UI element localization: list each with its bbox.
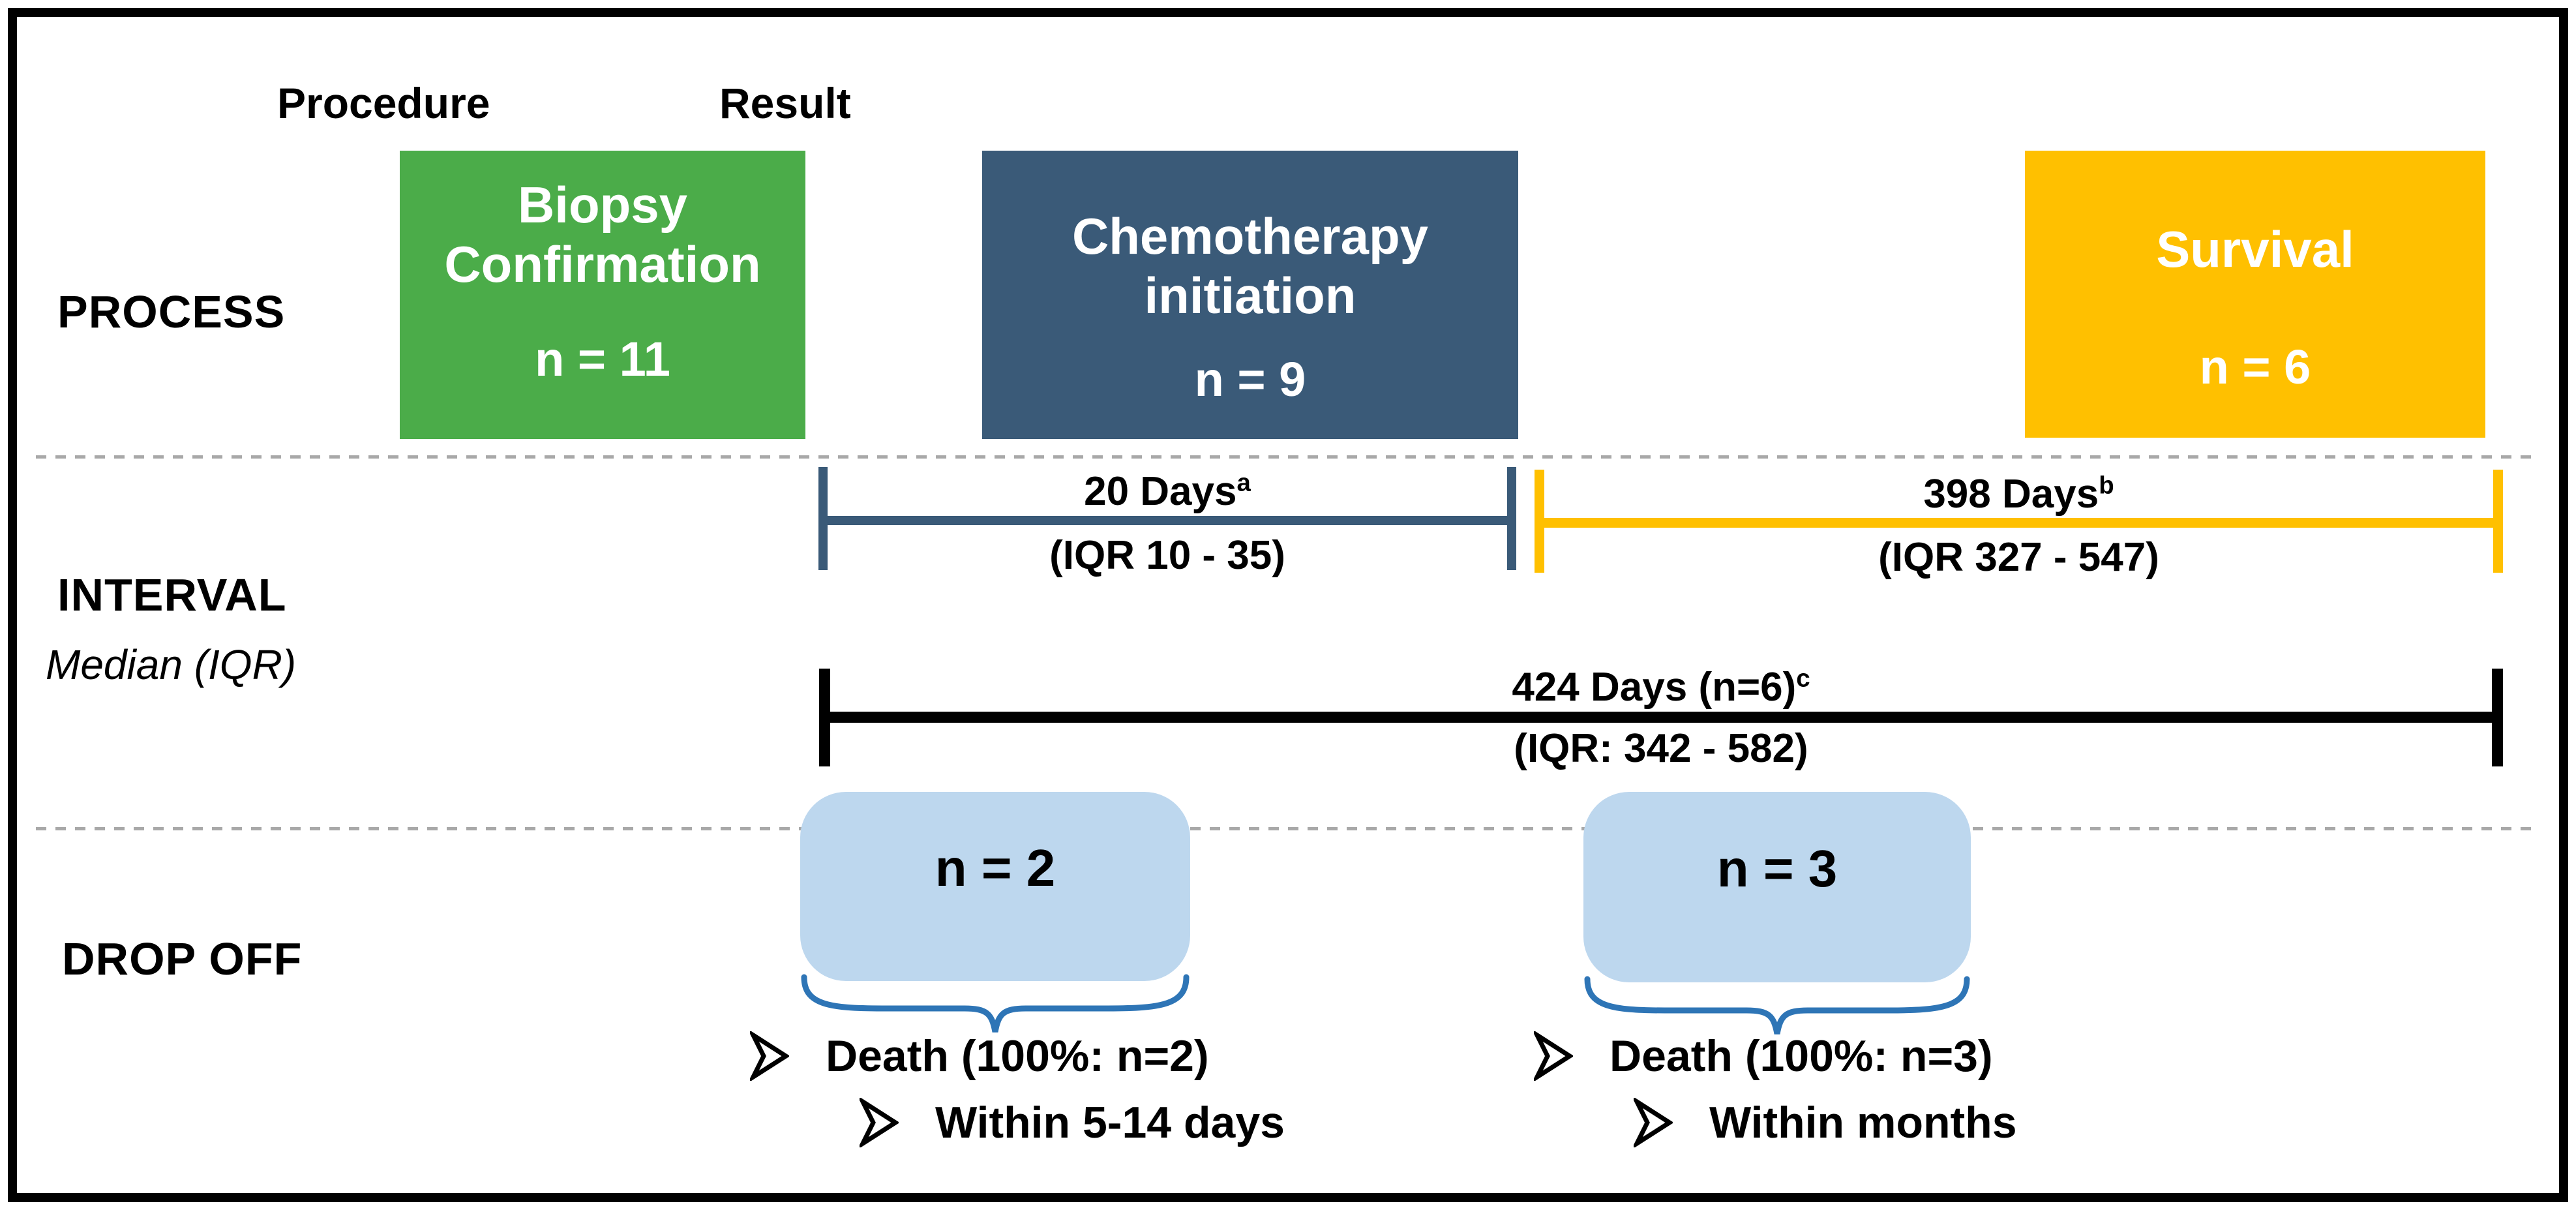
row-label-process: PROCESS <box>57 286 286 337</box>
interval1-left-tick <box>818 467 828 570</box>
interval2-line <box>1535 518 2503 528</box>
column-header-result: Result <box>719 79 851 127</box>
interval3-line <box>819 712 2503 723</box>
interval1-right-tick <box>1507 467 1516 570</box>
interval2-right-tick <box>2493 470 2503 573</box>
divider-process-interval <box>36 455 2539 459</box>
arrow-bullet-icon <box>1634 1098 1673 1147</box>
process-box-survival: Survival n = 6 <box>2025 151 2485 438</box>
interval3-iqr: (IQR: 342 - 582) <box>1514 726 1808 771</box>
dropoff-shape-1: n = 2 <box>800 792 1190 981</box>
arrow-bullet-icon <box>860 1098 899 1147</box>
chemo-title-line2: initiation <box>1144 267 1356 325</box>
dropoff1-n-label: n = 2 <box>935 839 1056 897</box>
dropoff1-sub-bullet-row: Within 5-14 days <box>860 1097 1285 1148</box>
divider-interval-dropoff <box>36 827 2539 830</box>
biopsy-title-line2: Confirmation <box>444 235 761 294</box>
curly-brace-icon <box>1584 976 1970 1035</box>
chemo-title-line1: Chemotherapy <box>1071 207 1429 265</box>
arrow-bullet-icon <box>750 1031 789 1081</box>
curly-brace-icon <box>801 974 1190 1033</box>
dropoff1-bullet-row: Death (100%: n=2) <box>750 1031 1209 1081</box>
interval2-label: 398 Daysb <box>1923 471 2114 517</box>
dropoff2-sub-bullet-row: Within months <box>1634 1097 2017 1148</box>
biopsy-n-label: n = 11 <box>535 331 670 386</box>
interval3-label: 424 Days (n=6)c <box>1512 664 1810 710</box>
dropoff2-bullet-text: Death (100%: n=3) <box>1610 1031 1993 1081</box>
interval1-line <box>818 516 1516 525</box>
survival-n-label: n = 6 <box>2199 340 2311 395</box>
interval2-iqr: (IQR 327 - 547) <box>1878 535 2159 580</box>
dropoff1-sub-bullet-text: Within 5-14 days <box>935 1098 1285 1147</box>
chemo-n-label: n = 9 <box>1194 352 1306 406</box>
process-box-biopsy-confirmation: Biopsy Confirmation n = 11 <box>400 151 805 439</box>
interval3-left-tick <box>819 669 830 766</box>
dropoff2-bullet-row: Death (100%: n=3) <box>1534 1031 1993 1081</box>
row-label-dropoff: DROP OFF <box>62 933 303 984</box>
interval3-right-tick <box>2492 669 2503 766</box>
column-header-procedure: Procedure <box>277 79 490 127</box>
biopsy-title-line1: Biopsy <box>517 176 688 234</box>
interval1-label: 20 Daysa <box>1084 468 1251 514</box>
row-label-interval-sub: Median (IQR) <box>46 641 297 688</box>
dropoff2-n-label: n = 3 <box>1716 839 1838 898</box>
dropoff2-sub-bullet-text: Within months <box>1709 1098 2017 1147</box>
interval2-left-tick <box>1535 470 1544 573</box>
interval1-iqr: (IQR 10 - 35) <box>1049 533 1285 578</box>
row-label-interval: INTERVAL <box>57 569 287 620</box>
survival-title-line1: Survival <box>2156 220 2354 278</box>
process-box-chemotherapy-initiation: Chemotherapy initiation n = 9 <box>982 151 1518 439</box>
dropoff-shape-2: n = 3 <box>1583 792 1971 982</box>
dropoff1-bullet-text: Death (100%: n=2) <box>826 1031 1209 1081</box>
arrow-bullet-icon <box>1534 1031 1573 1081</box>
